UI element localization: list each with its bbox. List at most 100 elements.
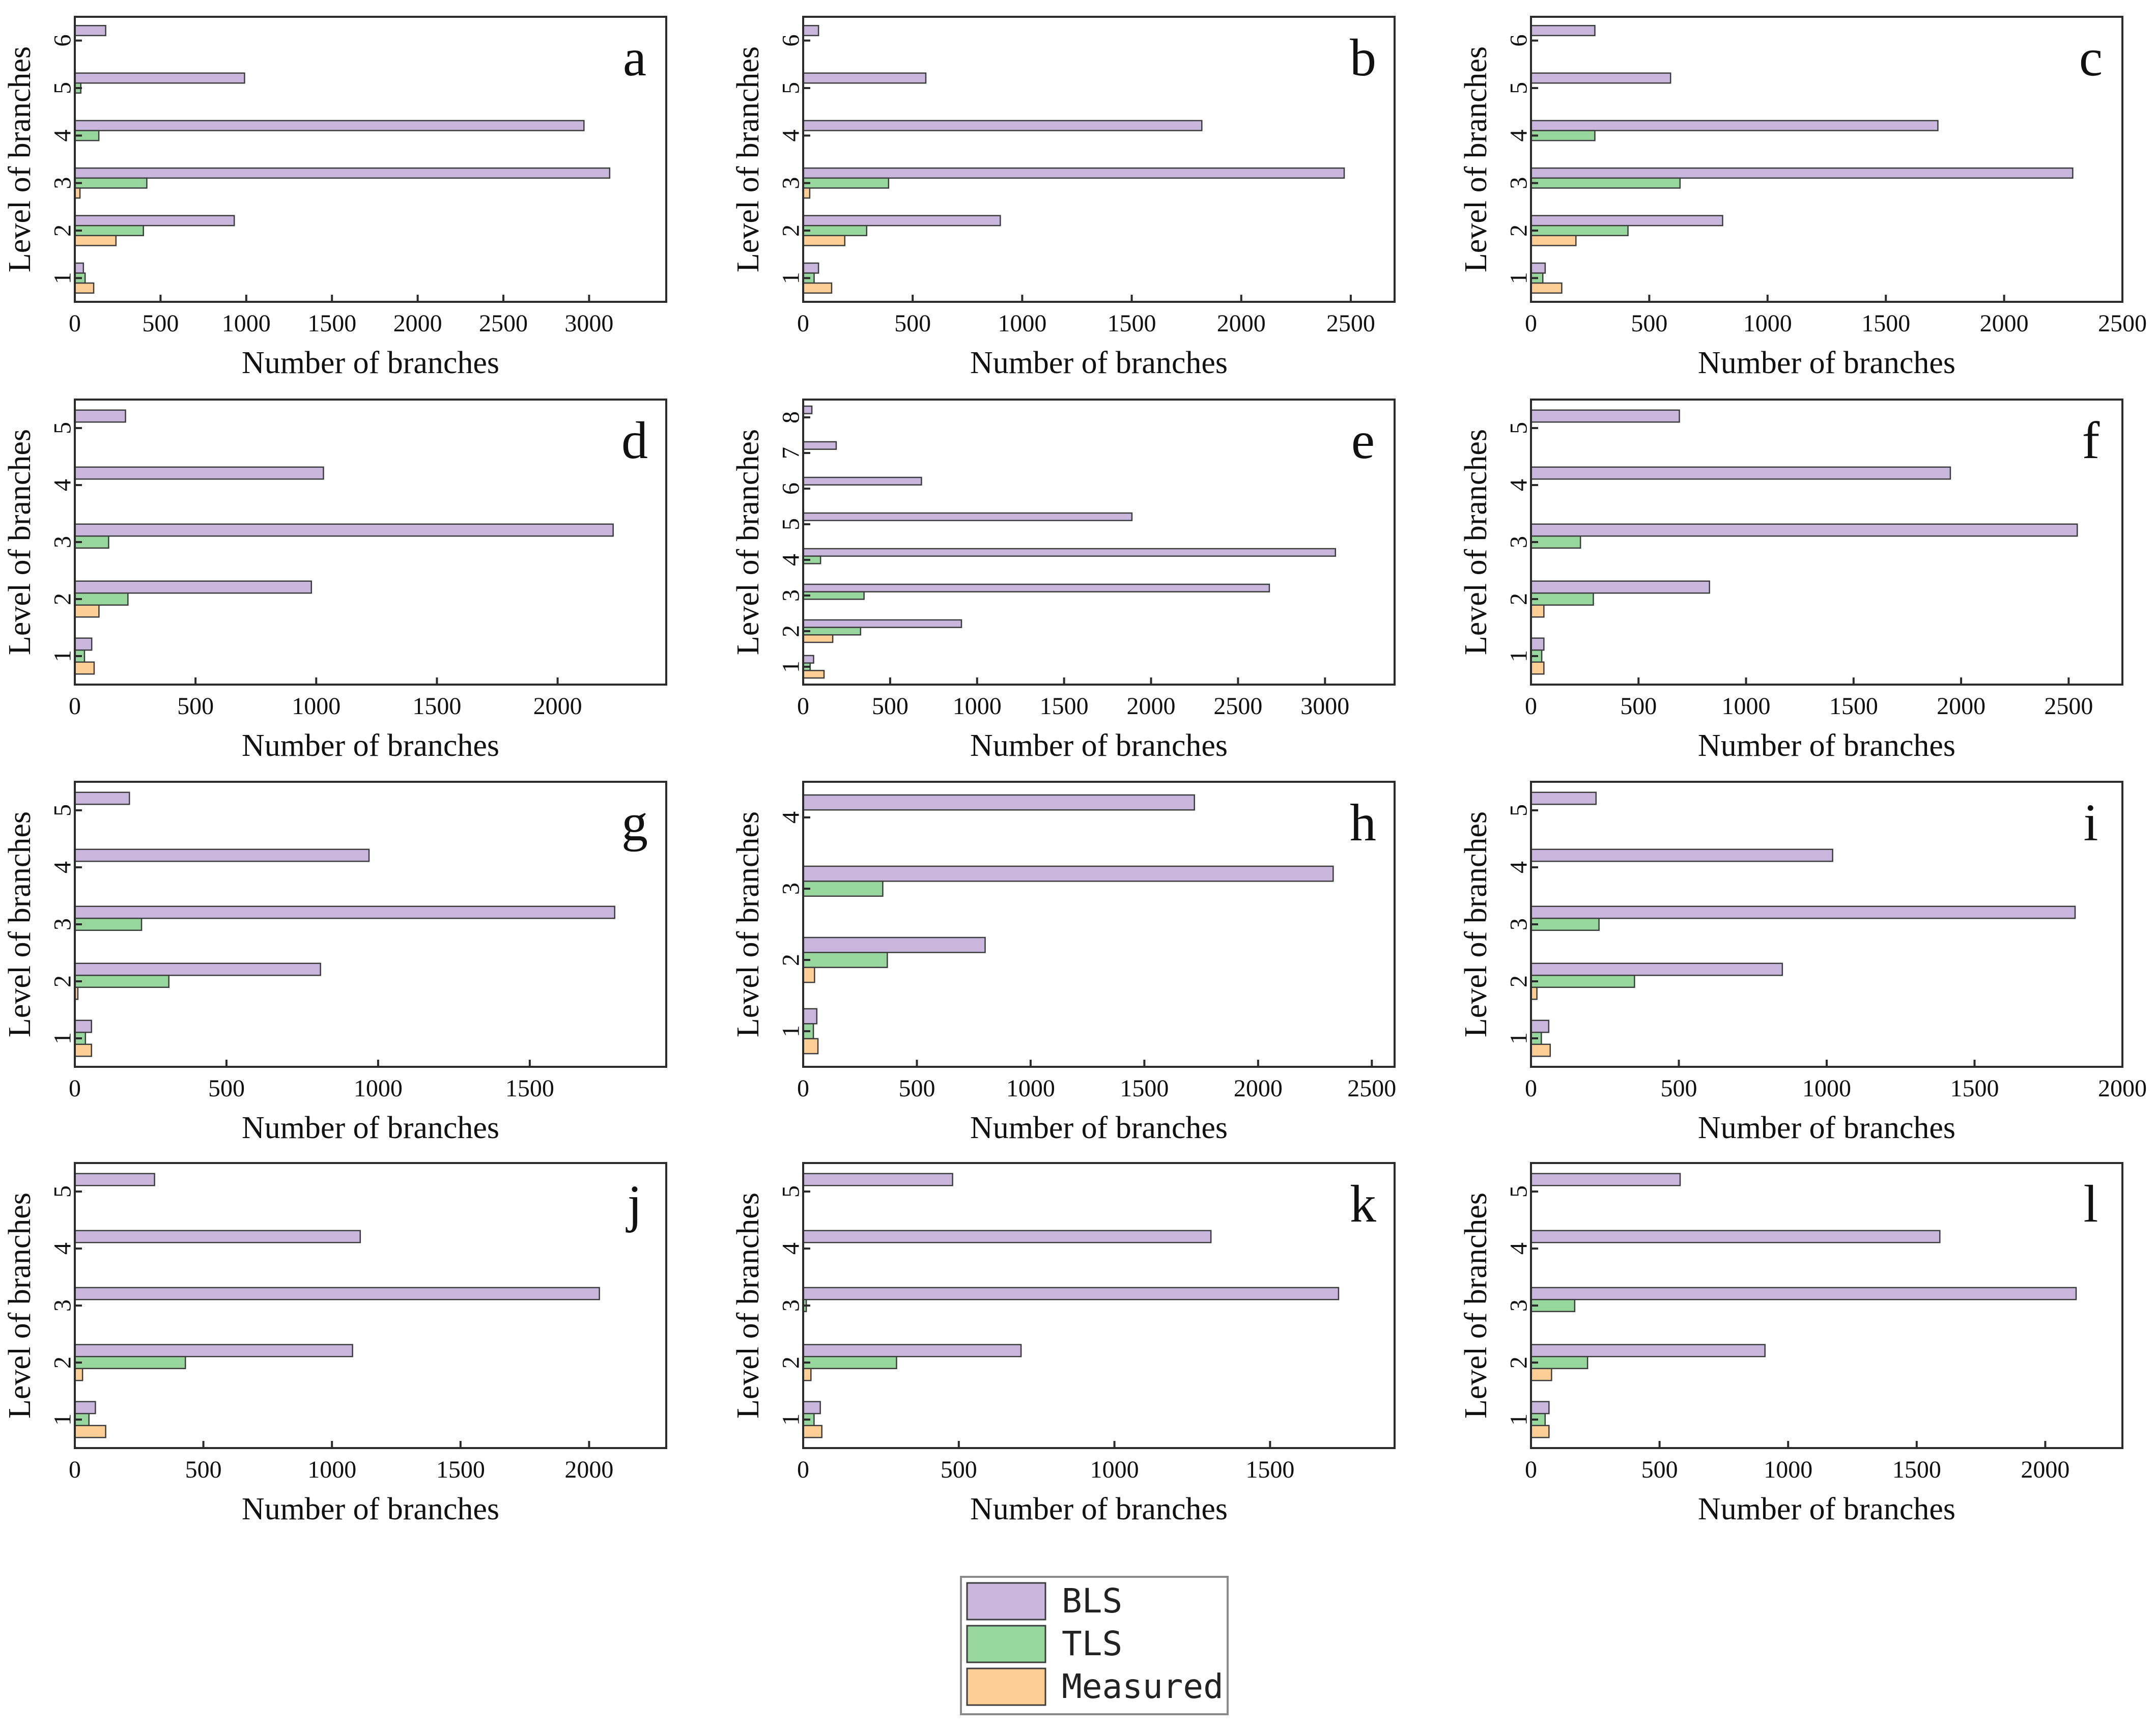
bar-i-tls-level-3: [1530, 917, 1600, 931]
plot-frame-g: [74, 781, 667, 1068]
y-tick-label-l-1: 1: [1506, 1413, 1533, 1426]
panel-letter-j: j: [626, 1175, 642, 1233]
x-tick-label-e-0: 0: [797, 693, 809, 720]
bar-l-bls-level-5: [1530, 1173, 1681, 1186]
bar-e-bls-level-2: [802, 619, 962, 628]
bar-g-bls-level-2: [74, 962, 321, 976]
chart-panel-i: 1 2 3 4 5 0 500 1000 1500 2000 Number of branches L…: [1459, 781, 2147, 1145]
y-axis-title-b: Level of branches: [731, 46, 765, 272]
y-tick-label-e-3: 3: [778, 589, 805, 602]
bar-f-tls-level-3: [1530, 535, 1581, 549]
bar-d-bls-level-4: [74, 466, 324, 480]
y-tick-label-b-4: 4: [778, 129, 805, 141]
y-tick-label-j-2: 2: [49, 1356, 76, 1369]
y-tick-label-e-5: 5: [778, 518, 805, 530]
y-tick-label-g-2: 2: [49, 975, 76, 987]
bar-k-tls-level-2: [802, 1355, 897, 1370]
y-tick-label-c-1: 1: [1506, 272, 1533, 284]
bar-d-bls-level-2: [74, 580, 313, 594]
y-tick-label-e-4: 4: [778, 554, 805, 566]
y-tick-label-i-3: 3: [1506, 918, 1533, 930]
plot-frame-l: [1530, 1162, 2123, 1449]
x-tick-label-c-1500: 1500: [1861, 310, 1910, 337]
y-tick-label-c-3: 3: [1506, 177, 1533, 189]
bar-c-bls-level-3: [1530, 167, 2074, 179]
bar-c-tls-level-2: [1530, 224, 1629, 237]
x-tick-label-b-1000: 1000: [998, 310, 1046, 337]
plot-frame-e: [802, 399, 1396, 686]
bar-h-bls-level-2: [802, 937, 986, 953]
x-tick-label-c-2000: 2000: [1980, 310, 2029, 337]
legend-label-tls: TLS: [1062, 1624, 1122, 1663]
bar-h-bls-level-1: [802, 1008, 818, 1025]
x-tick-label-a-1500: 1500: [307, 310, 356, 337]
bar-i-bls-level-2: [1530, 962, 1783, 976]
bar-d-bls-level-5: [74, 409, 126, 423]
bar-k-bls-level-1: [802, 1401, 821, 1414]
x-tick-label-j-500: 500: [185, 1456, 222, 1483]
y-tick-label-e-6: 6: [778, 483, 805, 495]
x-tick-label-a-2000: 2000: [393, 310, 442, 337]
x-axis-title-j: Number of branches: [242, 1492, 499, 1526]
chart-panel-f: 1 2 3 4 5 0 500 1000 1500 2000 2500 Number of branc…: [1459, 399, 2123, 763]
panel-letter-l: l: [2084, 1175, 2098, 1233]
y-tick-label-i-2: 2: [1506, 975, 1533, 987]
y-tick-label-e-8: 8: [778, 411, 805, 423]
y-axis-title-l: Level of branches: [1459, 1193, 1493, 1419]
bar-i-bls-level-5: [1530, 791, 1597, 805]
y-tick-label-e-7: 7: [778, 447, 805, 459]
x-axis-title-k: Number of branches: [970, 1492, 1228, 1526]
bar-l-bls-level-4: [1530, 1230, 1941, 1243]
y-tick-label-b-5: 5: [778, 82, 805, 94]
x-tick-label-i-2000: 2000: [2098, 1075, 2147, 1102]
bar-b-bls-level-3: [802, 167, 1345, 179]
x-tick-label-g-1000: 1000: [354, 1075, 403, 1102]
bar-b-bls-level-5: [802, 72, 927, 84]
y-tick-label-h-3: 3: [778, 883, 805, 895]
bar-h-bls-level-4: [802, 794, 1195, 811]
legend-swatch-measured: [966, 1667, 1046, 1706]
bar-j-bls-level-5: [74, 1173, 155, 1186]
bar-j-measured-level-2: [74, 1368, 83, 1381]
bar-l-bls-level-3: [1530, 1287, 2077, 1300]
y-tick-label-b-1: 1: [778, 272, 805, 284]
x-tick-label-j-1000: 1000: [307, 1456, 356, 1483]
bar-d-tls-level-2: [74, 592, 129, 606]
bar-b-measured-level-1: [802, 282, 833, 294]
bar-e-tls-level-3: [802, 591, 865, 600]
x-axis-title-a: Number of branches: [242, 346, 499, 380]
bar-a-bls-level-5: [74, 72, 245, 84]
y-tick-label-c-4: 4: [1506, 129, 1533, 141]
y-tick-label-j-3: 3: [49, 1299, 76, 1312]
x-axis-title-e: Number of branches: [970, 728, 1228, 763]
y-tick-label-a-4: 4: [49, 129, 76, 141]
panel-letter-b: b: [1350, 29, 1376, 87]
y-axis-title-e: Level of branches: [731, 429, 765, 655]
bar-b-bls-level-2: [802, 215, 1001, 226]
bar-g-bls-level-1: [74, 1019, 93, 1033]
y-tick-label-f-1: 1: [1506, 650, 1533, 662]
x-axis-title-l: Number of branches: [1698, 1492, 1955, 1526]
y-tick-label-k-1: 1: [778, 1413, 805, 1426]
x-tick-label-e-2500: 2500: [1213, 693, 1262, 720]
bar-e-bls-level-3: [802, 583, 1270, 592]
bar-e-tls-level-2: [802, 627, 862, 636]
y-tick-label-g-5: 5: [49, 804, 76, 816]
y-tick-label-j-1: 1: [49, 1413, 76, 1426]
bar-f-bls-level-1: [1530, 637, 1545, 651]
bar-l-tls-level-2: [1530, 1355, 1588, 1370]
chart-panel-d: 1 2 3 4 5 0 500 1000 1500 2000 Number of branches L…: [3, 399, 667, 763]
x-axis-title-f: Number of branches: [1698, 728, 1955, 763]
x-tick-label-f-1000: 1000: [1722, 693, 1771, 720]
x-tick-label-i-0: 0: [1525, 1075, 1537, 1102]
x-tick-label-h-0: 0: [797, 1075, 809, 1102]
y-tick-label-b-6: 6: [778, 35, 805, 47]
x-tick-label-b-1500: 1500: [1108, 310, 1156, 337]
bar-a-tls-level-3: [74, 177, 148, 189]
bar-h-measured-level-2: [802, 967, 815, 983]
bar-k-bls-level-3: [802, 1287, 1340, 1300]
bar-e-measured-level-1: [802, 670, 825, 679]
bar-a-measured-level-1: [74, 282, 95, 294]
bar-b-bls-level-1: [802, 262, 819, 274]
